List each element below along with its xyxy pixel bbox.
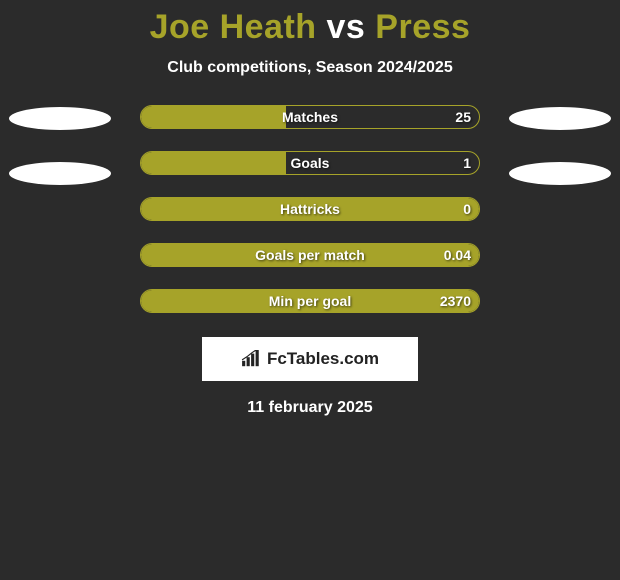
stat-bar: Goals 1 (140, 151, 480, 175)
brand-logo[interactable]: FcTables.com (202, 337, 418, 381)
avatar-placeholder (9, 107, 111, 130)
title-player1: Joe Heath (150, 8, 317, 46)
stat-right-value: 2370 (440, 293, 471, 309)
stat-label: Matches (282, 109, 338, 125)
title-player2: Press (375, 8, 470, 46)
subtitle: Club competitions, Season 2024/2025 (167, 59, 452, 77)
stat-label: Goals per match (255, 247, 365, 263)
stat-bar: Hattricks 0 (140, 197, 480, 221)
stat-right-value: 25 (455, 109, 471, 125)
stat-right-value: 1 (463, 155, 471, 171)
avatar-placeholder (509, 162, 611, 185)
stat-bars: Matches 25 Goals 1 Hattricks 0 Goals per… (120, 105, 500, 313)
right-avatar-column (500, 105, 620, 185)
stat-bar: Goals per match 0.04 (140, 243, 480, 267)
stat-right-value: 0 (463, 201, 471, 217)
stat-label: Goals (291, 155, 330, 171)
stat-bar-fill (141, 152, 286, 174)
avatar-placeholder (9, 162, 111, 185)
stat-bar: Min per goal 2370 (140, 289, 480, 313)
title-vs: vs (327, 8, 366, 46)
stat-bar-fill (141, 106, 286, 128)
bar-chart-icon (241, 350, 263, 368)
stats-area: Matches 25 Goals 1 Hattricks 0 Goals per… (0, 105, 620, 313)
left-avatar-column (0, 105, 120, 185)
date-label: 11 february 2025 (247, 399, 372, 417)
page-title: Joe Heath vs Press (150, 8, 471, 47)
stat-label: Min per goal (269, 293, 351, 309)
brand-logo-text: FcTables.com (267, 349, 379, 369)
stat-right-value: 0.04 (444, 247, 471, 263)
stat-label: Hattricks (280, 201, 340, 217)
stat-bar: Matches 25 (140, 105, 480, 129)
avatar-placeholder (509, 107, 611, 130)
